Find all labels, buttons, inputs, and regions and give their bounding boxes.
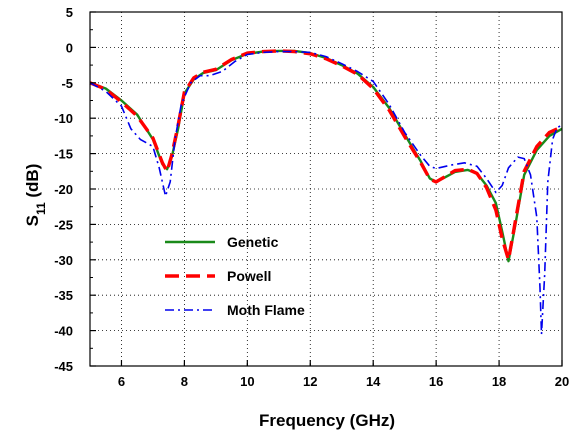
x-tick-label: 12 [303,374,317,389]
y-tick-label: -45 [54,359,73,374]
grid-lines [90,12,562,366]
y-axis-title-subscript: 11 [34,202,48,215]
y-tick-label: -35 [54,288,73,303]
legend-label: Powell [227,268,271,284]
y-tick-label: 0 [66,40,73,55]
series-line-powell [89,49,563,262]
y-axis-title-unit: (dB) [23,164,42,203]
y-tick-label: -40 [54,324,73,339]
series-line-moth-flame [89,50,563,335]
x-tick-label: 10 [240,374,254,389]
legend: Genetic Powell Moth Flame [165,234,305,318]
y-axis-title-main: S [23,215,42,226]
x-tick-label: 6 [118,374,125,389]
y-tick-label: -30 [54,253,73,268]
y-tick-label: -5 [61,76,73,91]
y-tick-label: -20 [54,182,73,197]
y-axis-title: S11 (dB) [23,164,48,227]
y-tick-label: -10 [54,111,73,126]
x-tick-label: 18 [492,374,506,389]
y-tick-label: -25 [54,217,73,232]
y-tick-label: -15 [54,147,73,162]
axis-ticks: 6 8 10 12 14 16 18 20 5 0 -5 -10 -15 -20 -25 -30 -35 -40 -… [54,5,569,389]
x-tick-label: 14 [366,374,381,389]
x-tick-label: 8 [181,374,188,389]
legend-label: Genetic [227,234,279,250]
legend-label: Moth Flame [227,302,305,318]
x-tick-label: 20 [555,374,569,389]
y-tick-label: 5 [66,5,73,20]
x-axis-title: Frequency (GHz) [259,411,395,430]
series-lines [89,49,563,335]
x-tick-label: 16 [429,374,443,389]
